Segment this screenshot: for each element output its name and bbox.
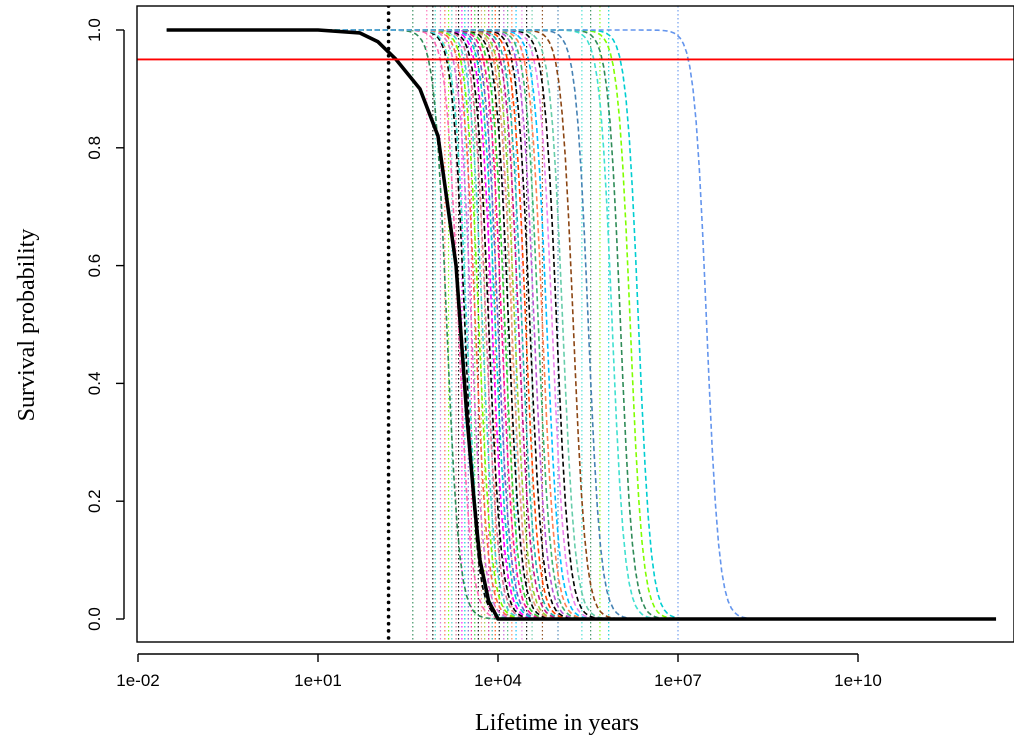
x-tick-label-5: 1e+10 xyxy=(834,671,882,690)
x-tick-label-3: 1e+04 xyxy=(474,671,522,690)
y-tick-label-3: 0.4 xyxy=(85,372,104,396)
y-tick-label-2: 0.2 xyxy=(85,489,104,513)
main-survival-curve xyxy=(166,28,997,621)
y-tick-label-5: 0.8 xyxy=(85,136,104,160)
y-tick-label-6: 1.0 xyxy=(85,18,104,42)
plot-area xyxy=(137,6,1014,642)
y-axis-title: Survival probability xyxy=(14,229,40,422)
y-tick-label-4: 0.6 xyxy=(85,254,104,278)
plot-frame xyxy=(136,5,1014,643)
x-tick-label-4: 1e+07 xyxy=(654,671,702,690)
y-tick-label-1: 0.0 xyxy=(85,607,104,631)
axes: 1e-02 1e+01 1e+04 1e+07 1e+10 0.0 0.2 0.4 0.6 0.8… xyxy=(85,18,882,690)
x-axis-title: Lifetime in years xyxy=(475,710,639,736)
x-tick-label-2: 1e+01 xyxy=(294,671,342,690)
x-tick-label-1: 1e-02 xyxy=(116,671,159,690)
